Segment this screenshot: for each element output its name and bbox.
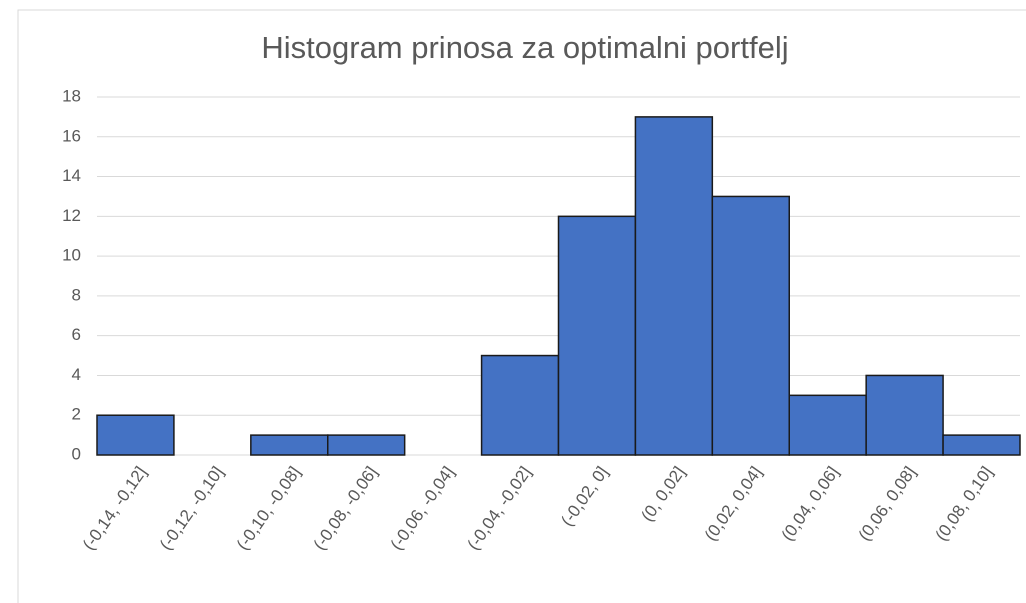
y-tick-label: 4 xyxy=(72,365,81,384)
bar xyxy=(634,116,714,456)
y-tick-label: 14 xyxy=(62,166,81,185)
bar xyxy=(788,394,867,456)
y-tick-label: 18 xyxy=(62,86,81,105)
bar xyxy=(250,434,329,456)
y-tick-label: 6 xyxy=(72,325,81,344)
bar xyxy=(865,374,944,456)
bar xyxy=(96,414,175,456)
bar xyxy=(942,434,1021,456)
y-tick-label: 12 xyxy=(62,206,81,225)
chart-frame xyxy=(17,9,1026,603)
bar xyxy=(327,434,406,456)
y-tick-label: 8 xyxy=(72,285,81,304)
y-tick-label: 10 xyxy=(62,246,81,265)
bar xyxy=(557,215,637,456)
bar xyxy=(480,354,560,456)
y-tick-label: 0 xyxy=(72,444,81,463)
bar xyxy=(711,195,790,456)
y-tick-label: 16 xyxy=(62,126,81,145)
y-tick-label: 2 xyxy=(72,405,81,424)
chart-title: Histogram prinosa za optimalni portfelj xyxy=(261,30,788,65)
